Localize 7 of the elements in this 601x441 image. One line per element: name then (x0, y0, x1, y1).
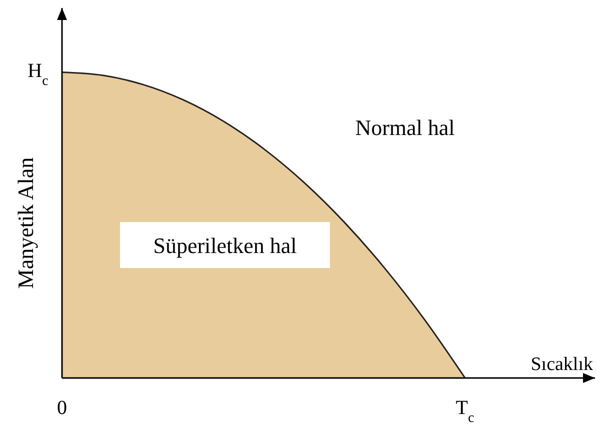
annotation: Süperiletken hal (153, 233, 297, 258)
annotation: Normal hal (355, 115, 455, 140)
text: T$_{c}$ (456, 397, 474, 426)
y-axis-title: Manyetik Alan (13, 157, 38, 289)
x-axis-title: Sıcaklık (530, 354, 594, 375)
text: H$_{c}$ (28, 60, 48, 88)
text: 0 (57, 397, 67, 419)
